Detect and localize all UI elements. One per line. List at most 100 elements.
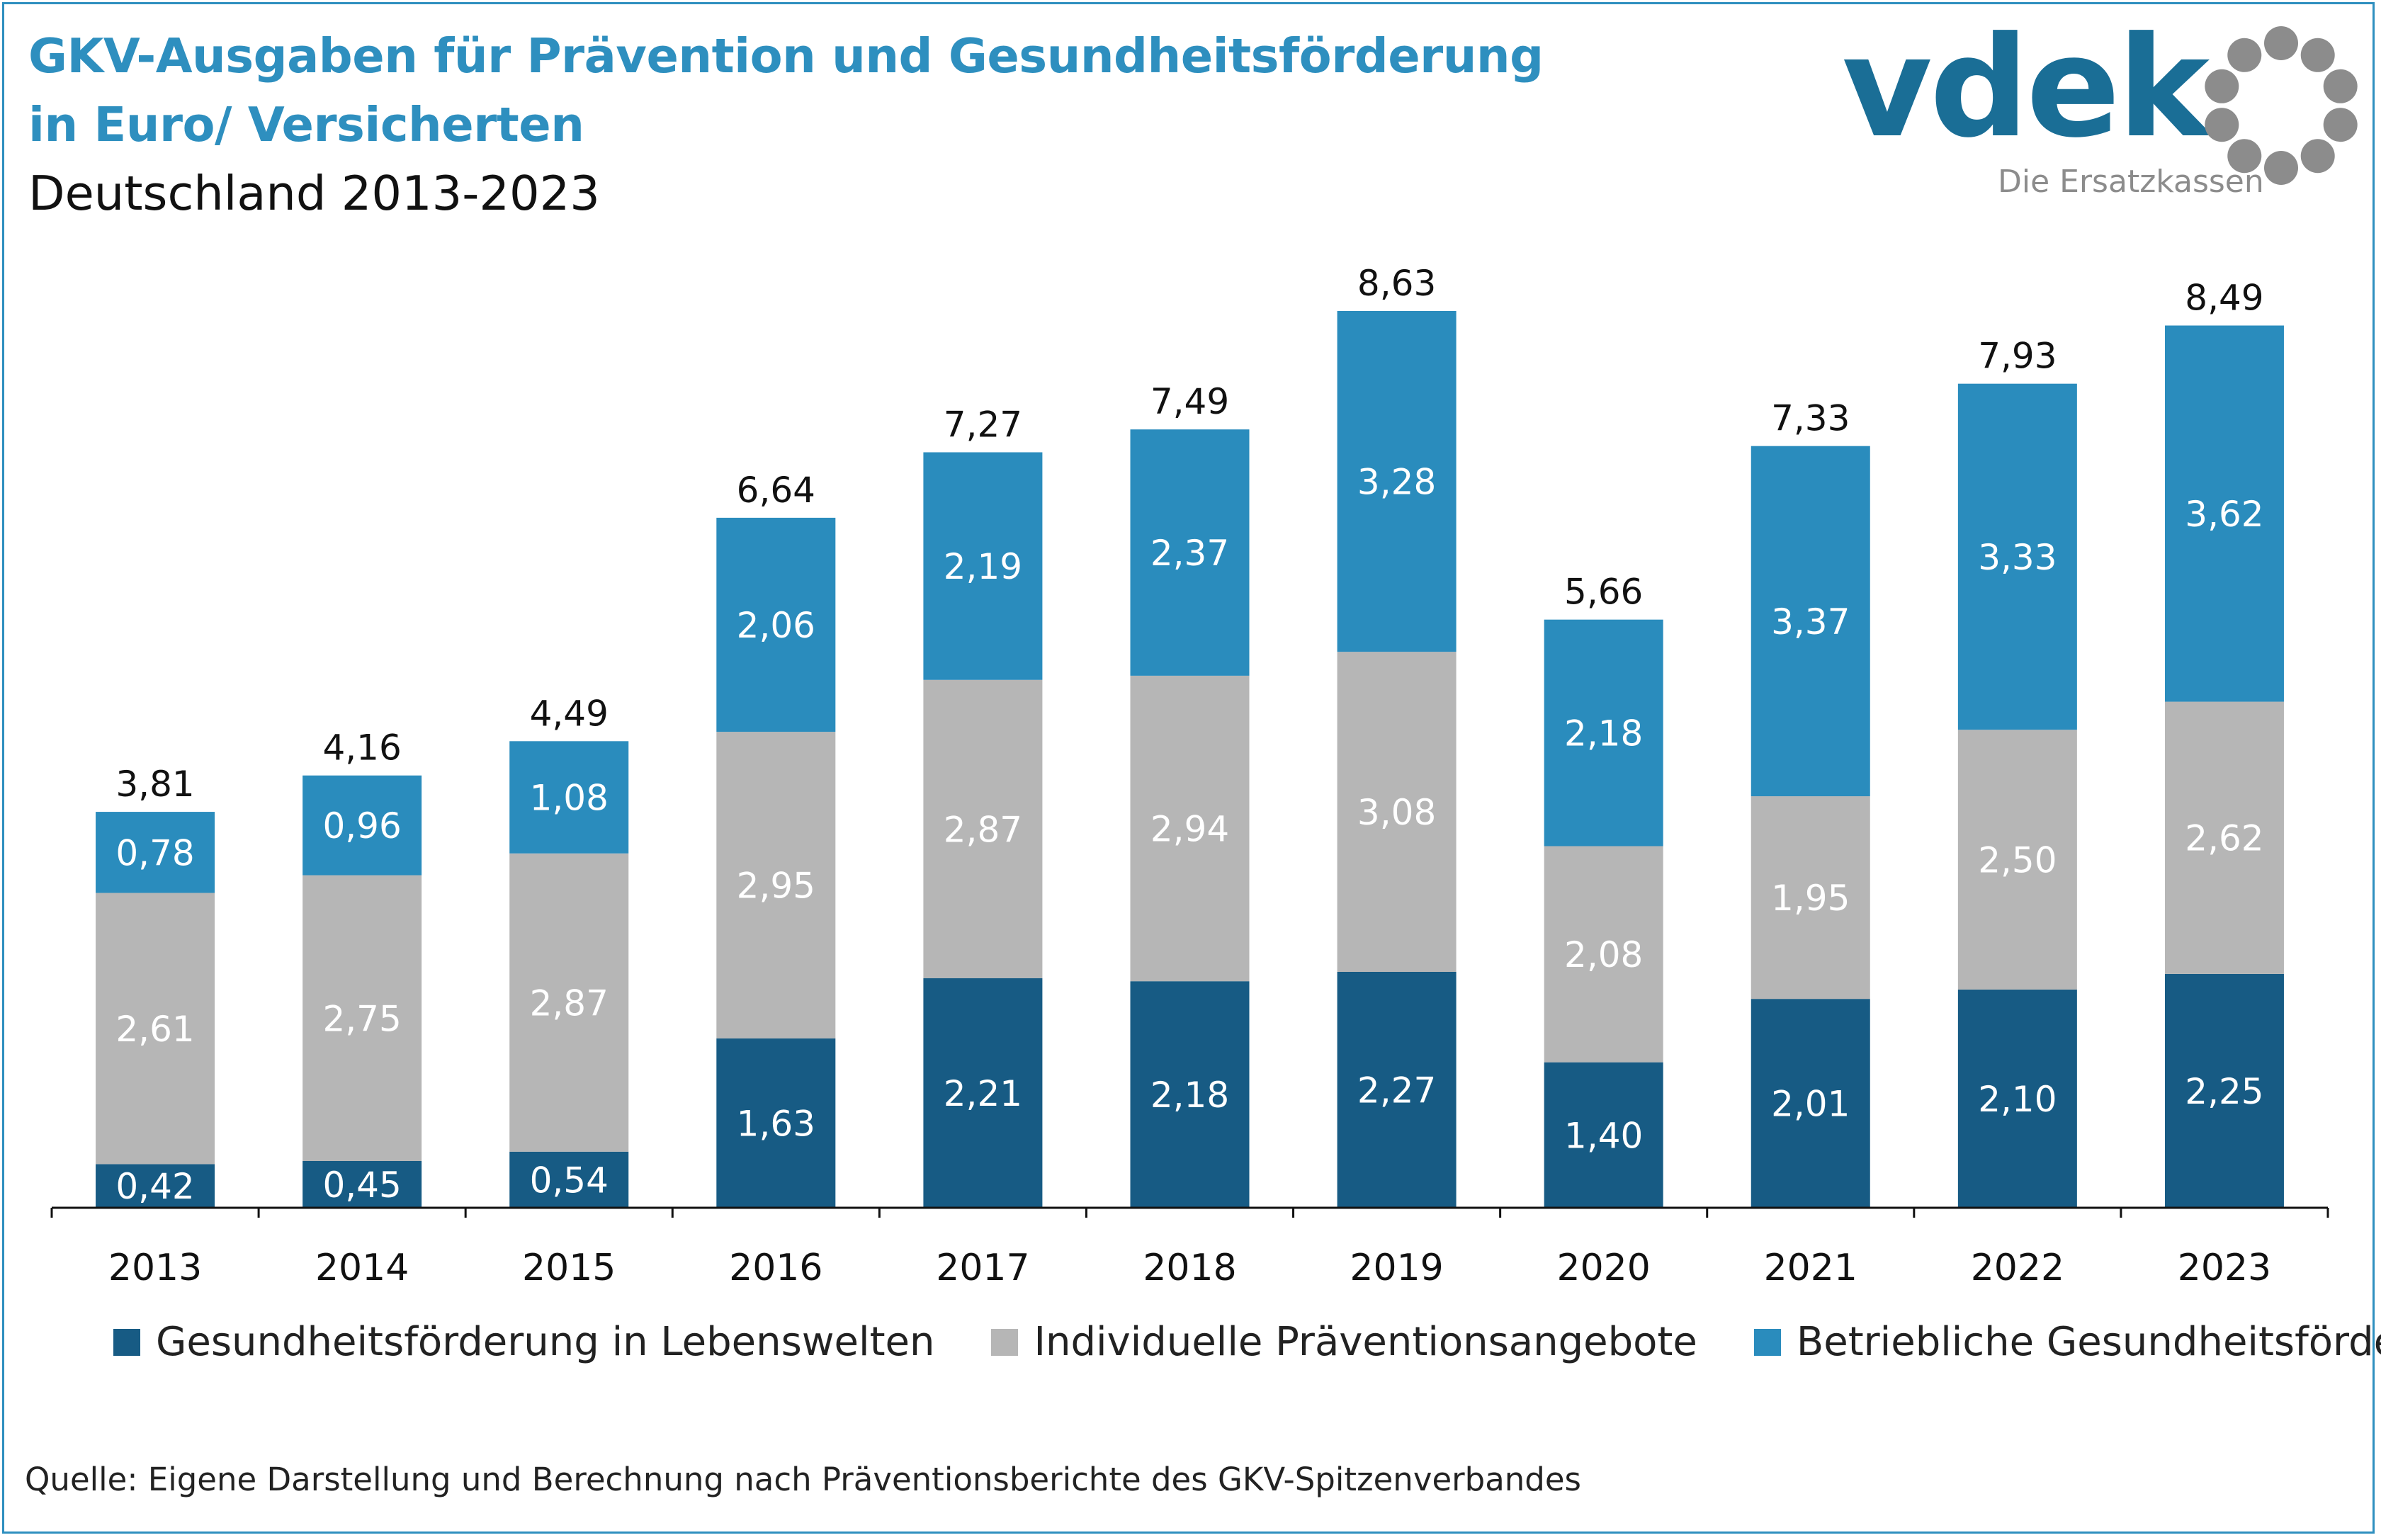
segment-value-label: 3,33 xyxy=(1978,537,2057,578)
segment-value-label: 0,42 xyxy=(115,1166,194,1207)
vdek-logo: vdek Die Ersatzkassen xyxy=(1842,18,2366,203)
bar-segment xyxy=(716,517,836,732)
chart-title-line2: in Euro/ Versicherten xyxy=(28,97,584,152)
total-value-label: 7,33 xyxy=(1771,398,1850,439)
bar-segment xyxy=(923,978,1043,1208)
x-tick-label: 2022 xyxy=(1971,1247,2064,1289)
bar-segment xyxy=(1957,383,2077,730)
segment-value-label: 2,27 xyxy=(1357,1070,1436,1111)
segment-value-label: 1,08 xyxy=(530,778,609,819)
segment-value-label: 3,28 xyxy=(1357,462,1436,503)
x-tick-label: 2019 xyxy=(1350,1247,1443,1289)
segment-value-label: 2,25 xyxy=(2185,1071,2263,1112)
x-tick-label: 2014 xyxy=(315,1247,409,1289)
segment-value-label: 1,63 xyxy=(737,1103,815,1144)
logo-seal-dot xyxy=(2300,139,2335,174)
bar-segment xyxy=(1130,429,1250,676)
legend-label: Individuelle Präventionsangebote xyxy=(1034,1319,1697,1365)
segment-value-label: 0,78 xyxy=(115,832,194,873)
chart-title-line1: GKV-Ausgaben für Prävention und Gesundhe… xyxy=(28,28,1544,84)
logo-tagline: Die Ersatzkassen xyxy=(1998,164,2264,200)
bar-segment xyxy=(1751,796,1870,1000)
logo-seal-dot xyxy=(2205,108,2239,142)
x-axis: 2013 2014 2015 2016 2017 2018 2019 2020 2021 2022… xyxy=(50,1206,2329,1289)
x-tick-label: 2023 xyxy=(2178,1247,2271,1289)
segment-value-label: 2,19 xyxy=(944,546,1022,587)
bar-segment xyxy=(1337,971,1457,1208)
chart-subtitle: Deutschland 2013-2023 xyxy=(28,166,600,221)
segment-value-label: 2,10 xyxy=(1978,1079,2057,1120)
bar-segment xyxy=(509,1151,629,1208)
segment-value-label: 2,87 xyxy=(530,983,609,1024)
segment-value-label: 0,96 xyxy=(322,805,401,847)
logo-seal-dot xyxy=(2323,108,2358,142)
logo-seal-icon xyxy=(2205,26,2358,185)
bar-segment xyxy=(2164,701,2284,974)
segment-value-label: 0,54 xyxy=(530,1160,609,1201)
bar-segment xyxy=(96,893,215,1165)
bar-segment xyxy=(716,732,836,1038)
segment-value-label: 2,75 xyxy=(322,998,401,1039)
segment-value-label: 2,94 xyxy=(1150,809,1229,850)
total-value-label: 5,66 xyxy=(1564,572,1643,613)
logo-seal-dot xyxy=(2323,69,2358,103)
bar-segment xyxy=(302,875,422,1161)
logo-seal-dot xyxy=(2300,38,2335,72)
total-value-label: 8,63 xyxy=(1357,263,1436,304)
logo-seal-dot xyxy=(2264,26,2298,60)
segment-value-label: 2,61 xyxy=(115,1009,194,1050)
bar-layer xyxy=(96,310,2284,1208)
bar-segment xyxy=(2164,325,2284,702)
segment-value-label: 2,87 xyxy=(944,809,1022,850)
segment-value-label: 1,95 xyxy=(1771,878,1850,919)
segment-value-label: 2,06 xyxy=(737,605,815,646)
logo-seal-dot xyxy=(2205,69,2239,103)
total-value-label: 4,49 xyxy=(530,693,609,734)
x-tick-label: 2018 xyxy=(1143,1247,1236,1289)
segment-value-label: 3,37 xyxy=(1771,601,1850,642)
segment-value-label: 2,50 xyxy=(1978,840,2057,881)
bar-segment xyxy=(96,812,215,893)
segment-value-label: 2,21 xyxy=(944,1073,1022,1114)
source-note: Quelle: Eigene Darstellung und Berechnun… xyxy=(25,1461,1582,1498)
logo-seal-dot xyxy=(2227,139,2262,174)
bar-segment xyxy=(1957,730,2077,990)
bar-segment xyxy=(1544,619,1663,847)
legend: Gesundheitsförderung in Lebenswelten Indi… xyxy=(113,1319,2381,1365)
segment-value-label: 3,62 xyxy=(2185,494,2263,535)
legend-label: Betriebliche Gesundheitsförderung xyxy=(1796,1319,2381,1365)
x-tick-label: 2017 xyxy=(936,1247,1029,1289)
segment-value-label: 2,37 xyxy=(1150,533,1229,574)
total-value-label: 7,27 xyxy=(944,404,1022,445)
segment-value-label: 3,08 xyxy=(1357,792,1436,833)
segment-value-label: 2,18 xyxy=(1150,1075,1229,1116)
total-value-label: 6,64 xyxy=(737,470,815,511)
bar-segment xyxy=(1957,989,2077,1208)
label-layer: 0,42 2,61 0,78 3,81 0,45 2,75 0,96 4,16 0,54 2,87… xyxy=(115,263,2263,1207)
bar-segment xyxy=(302,775,422,876)
legend-swatch xyxy=(991,1328,1019,1356)
bar-segment xyxy=(1544,846,1663,1063)
logo-seal-dot xyxy=(2264,151,2298,185)
legend-item: Betriebliche Gesundheitsförderung xyxy=(1753,1319,2381,1365)
bar-segment xyxy=(302,1160,422,1208)
bar-segment xyxy=(509,853,629,1152)
total-value-label: 7,49 xyxy=(1150,381,1229,422)
total-value-label: 3,81 xyxy=(115,764,194,805)
bar-segment xyxy=(1544,1062,1663,1208)
segment-value-label: 2,08 xyxy=(1564,934,1643,975)
bar-segment xyxy=(1751,999,1870,1208)
bar-segment xyxy=(1337,652,1457,972)
x-tick-label: 2015 xyxy=(522,1247,616,1289)
segment-value-label: 2,18 xyxy=(1564,713,1643,754)
bar-segment xyxy=(1751,446,1870,797)
bar-segment xyxy=(923,679,1043,978)
segment-value-label: 0,45 xyxy=(322,1165,401,1206)
bar-segment xyxy=(1130,981,1250,1208)
logo-wordmark: vdek xyxy=(1842,7,2210,169)
legend-swatch xyxy=(113,1328,140,1356)
segment-value-label: 2,62 xyxy=(2185,818,2263,859)
segment-value-label: 1,40 xyxy=(1564,1115,1643,1156)
x-tick-label: 2013 xyxy=(108,1247,202,1289)
